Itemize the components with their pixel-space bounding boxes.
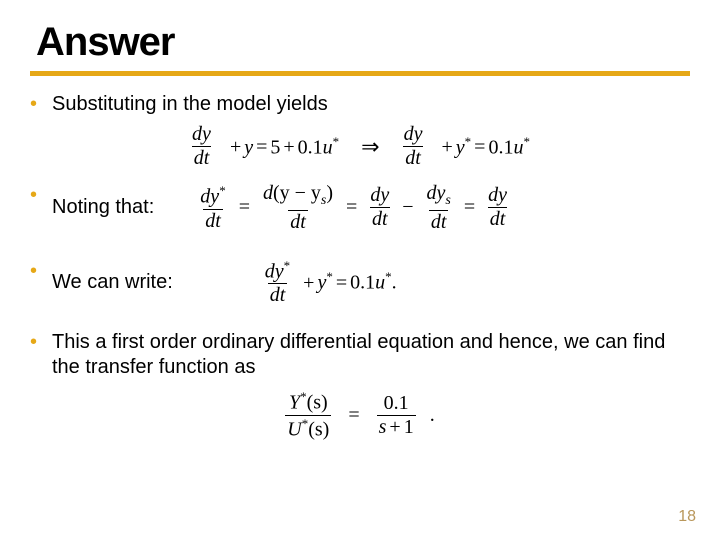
bullet-item-3: We can write: dy* dt +y*=0.1u*. xyxy=(30,259,690,307)
equation-2: dy* dt = d(y − ys) dt = dy dt − dys dt xyxy=(198,183,509,233)
equation-4: Y*(s) U*(s) = 0.1 s+1 . xyxy=(30,390,690,440)
page-title: Answer xyxy=(36,20,690,65)
eq1-frac1: dy dt xyxy=(190,124,213,169)
page-number: 18 xyxy=(678,508,696,526)
bullet-text-1: Substituting in the model yields xyxy=(52,93,328,115)
bullet-text-2: Noting that: xyxy=(52,195,154,220)
slide: Answer Substituting in the model yields … xyxy=(0,0,720,540)
title-rule xyxy=(30,71,690,76)
eq1-frac2: dy dt xyxy=(402,124,425,169)
equation-3: dy* dt +y*=0.1u*. xyxy=(263,259,397,307)
bullet-list: Substituting in the model yields dy dt +… xyxy=(30,92,690,441)
bullet-text-3: We can write: xyxy=(52,270,173,295)
bullet-item-2: Noting that: dy* dt = d(y − ys) dt = dy … xyxy=(30,183,690,233)
implies-arrow: ⇒ xyxy=(361,134,379,160)
equation-1: dy dt +y=5+0.1u* ⇒ dy dt +y*=0.1u* xyxy=(30,123,690,169)
bullet-item-1: Substituting in the model yields xyxy=(30,92,690,117)
bullet-text-4: This a first order ordinary differential… xyxy=(52,331,665,378)
bullet-item-4: This a first order ordinary differential… xyxy=(30,330,690,380)
